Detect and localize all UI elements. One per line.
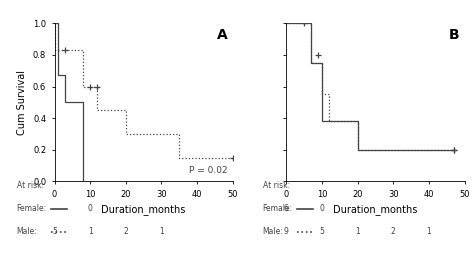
- Text: Female:: Female:: [263, 204, 292, 213]
- Text: At risk:: At risk:: [263, 181, 290, 190]
- Text: 1: 1: [427, 227, 431, 236]
- Text: 2: 2: [123, 227, 128, 236]
- Text: 5: 5: [319, 227, 324, 236]
- Text: 2: 2: [391, 227, 396, 236]
- X-axis label: Duration_months: Duration_months: [333, 204, 418, 215]
- Text: P = 0.02: P = 0.02: [189, 166, 228, 175]
- Text: 5: 5: [52, 227, 57, 236]
- Y-axis label: Cum Survival: Cum Survival: [18, 70, 27, 135]
- Text: 1: 1: [355, 227, 360, 236]
- Text: 1: 1: [159, 227, 164, 236]
- Text: 6: 6: [284, 204, 289, 213]
- Text: Male:: Male:: [17, 227, 37, 236]
- Text: A: A: [217, 28, 228, 42]
- Text: 1: 1: [88, 227, 92, 236]
- Text: 0: 0: [319, 204, 324, 213]
- Text: 0: 0: [88, 204, 92, 213]
- Text: 9: 9: [284, 227, 289, 236]
- Text: Male:: Male:: [263, 227, 283, 236]
- X-axis label: Duration_months: Duration_months: [101, 204, 186, 215]
- Text: Female:: Female:: [17, 204, 47, 213]
- Text: At risk:: At risk:: [17, 181, 44, 190]
- Text: B: B: [448, 28, 459, 42]
